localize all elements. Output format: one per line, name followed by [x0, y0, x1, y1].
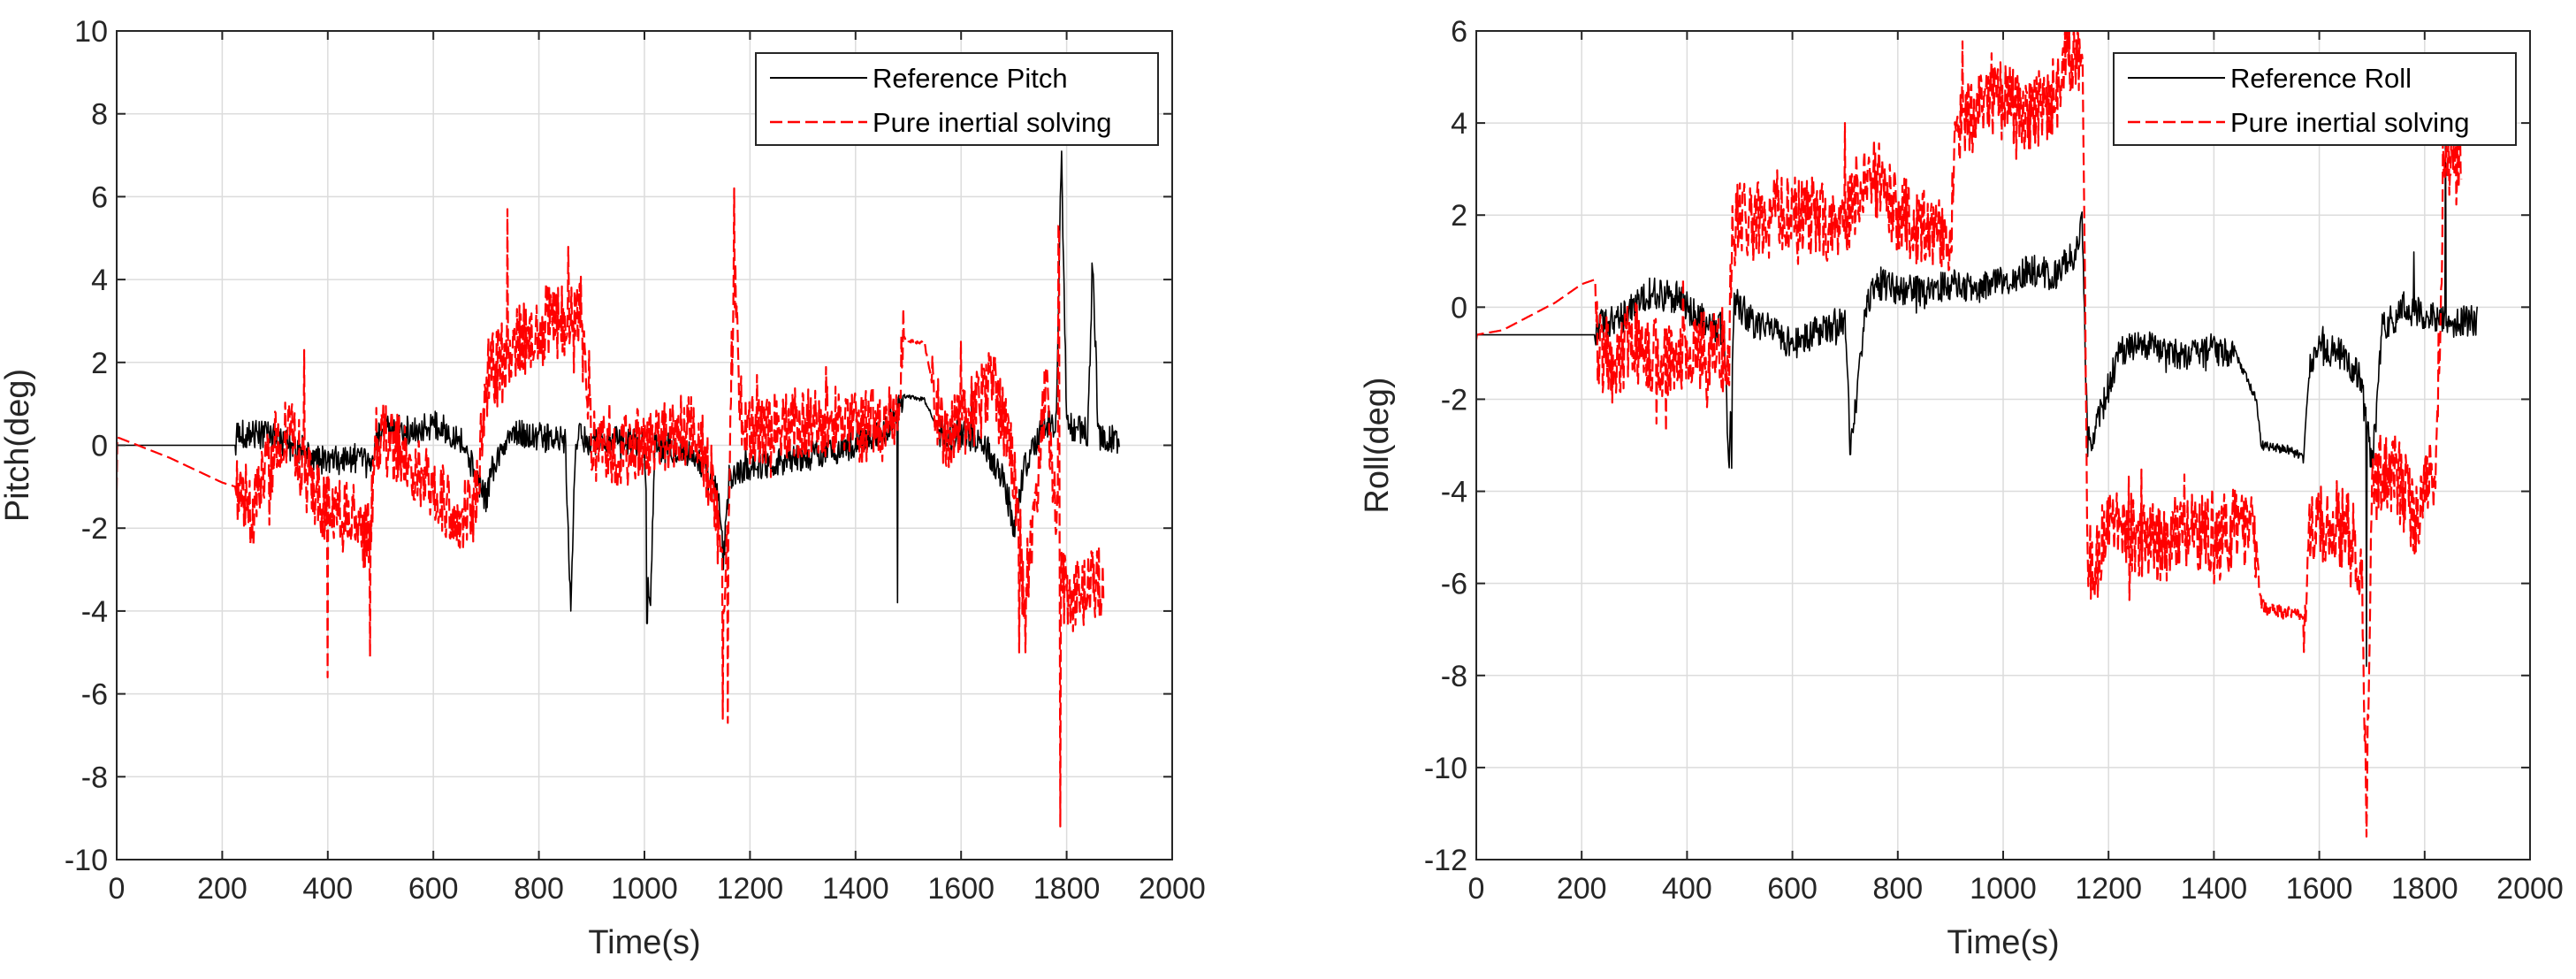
y-tick-label: -10 — [1424, 752, 1467, 785]
y-axis-label: Pitch(deg) — [0, 369, 36, 522]
series-line-pure-inertial — [117, 187, 1105, 828]
y-tick-label: 10 — [74, 15, 108, 49]
x-tick-label: 1400 — [2181, 872, 2248, 906]
x-tick-label: 400 — [302, 872, 353, 906]
y-tick-label: 6 — [91, 180, 108, 214]
y-tick-label: 8 — [91, 98, 108, 132]
series-line-reference — [1476, 112, 2478, 668]
y-tick-label: 0 — [91, 430, 108, 463]
y-tick-label: -10 — [65, 844, 108, 877]
x-tick-label: 1200 — [2075, 872, 2142, 906]
legend: Reference Pitch Pure inertial solving — [755, 52, 1159, 146]
legend-label: Pure inertial solving — [873, 107, 1112, 138]
x-tick-label: 0 — [109, 872, 126, 906]
ticks: 0 200 400 600 800 1000 1200 1400 1600 1800 2000 -10… — [65, 15, 1206, 906]
y-axis-label: Roll(deg) — [1359, 377, 1396, 513]
x-tick-label: 200 — [1557, 872, 1607, 906]
x-tick-label: 600 — [1767, 872, 1818, 906]
legend: Reference Roll Pure inertial solving — [2113, 52, 2517, 146]
x-tick-label: 800 — [1872, 872, 1923, 906]
y-tick-label: -12 — [1424, 844, 1467, 877]
x-tick-label: 1200 — [717, 872, 784, 906]
x-tick-label: 1600 — [2286, 872, 2353, 906]
x-tick-label: 1800 — [1033, 872, 1101, 906]
x-axis-label: Time(s) — [1947, 924, 2059, 961]
x-tick-label: 2000 — [2496, 872, 2564, 906]
y-tick-label: 4 — [1451, 107, 1467, 141]
y-tick-label: 6 — [1451, 15, 1467, 49]
y-tick-label: 4 — [91, 264, 108, 297]
x-tick-label: 1800 — [2391, 872, 2458, 906]
y-tick-label: 0 — [1451, 291, 1467, 325]
x-tick-label: 200 — [197, 872, 248, 906]
legend-label: Reference Roll — [2230, 63, 2412, 94]
y-tick-label: -6 — [1441, 568, 1467, 601]
y-tick-label: 2 — [91, 347, 108, 380]
x-tick-label: 1400 — [822, 872, 889, 906]
x-tick-label: 400 — [1662, 872, 1712, 906]
y-tick-label: -4 — [81, 595, 108, 629]
y-tick-label: -8 — [81, 761, 108, 794]
y-tick-label: -6 — [81, 678, 108, 712]
x-tick-label: 600 — [408, 872, 459, 906]
roll-chart: 0 200 400 600 800 1000 1200 1400 1600 1800 2000 -12… — [1359, 15, 2564, 961]
x-tick-label: 800 — [514, 872, 564, 906]
x-tick-label: 1600 — [927, 872, 995, 906]
y-tick-label: 2 — [1451, 199, 1467, 233]
y-tick-label: -8 — [1441, 660, 1467, 693]
grid — [1475, 30, 2531, 860]
y-tick-label: -4 — [1441, 476, 1467, 509]
legend-box — [755, 52, 1159, 146]
ticks: 0 200 400 600 800 1000 1200 1400 1600 1800 2000 -12… — [1424, 15, 2564, 906]
y-tick-label: -2 — [1441, 383, 1467, 417]
x-tick-label: 1000 — [1970, 872, 2037, 906]
legend-label: Pure inertial solving — [2230, 107, 2470, 138]
legend-label: Reference Pitch — [873, 63, 1068, 94]
y-tick-label: -2 — [81, 512, 108, 546]
x-tick-label: 1000 — [611, 872, 678, 906]
x-tick-label: 0 — [1468, 872, 1485, 906]
series-line-pure-inertial — [1476, 31, 2463, 838]
x-tick-label: 2000 — [1139, 872, 1206, 906]
x-axis-label: Time(s) — [588, 924, 700, 961]
legend-box — [2113, 52, 2517, 146]
pitch-chart: 0 200 400 600 800 1000 1200 1400 1600 1800 2000 -10… — [0, 15, 1206, 961]
